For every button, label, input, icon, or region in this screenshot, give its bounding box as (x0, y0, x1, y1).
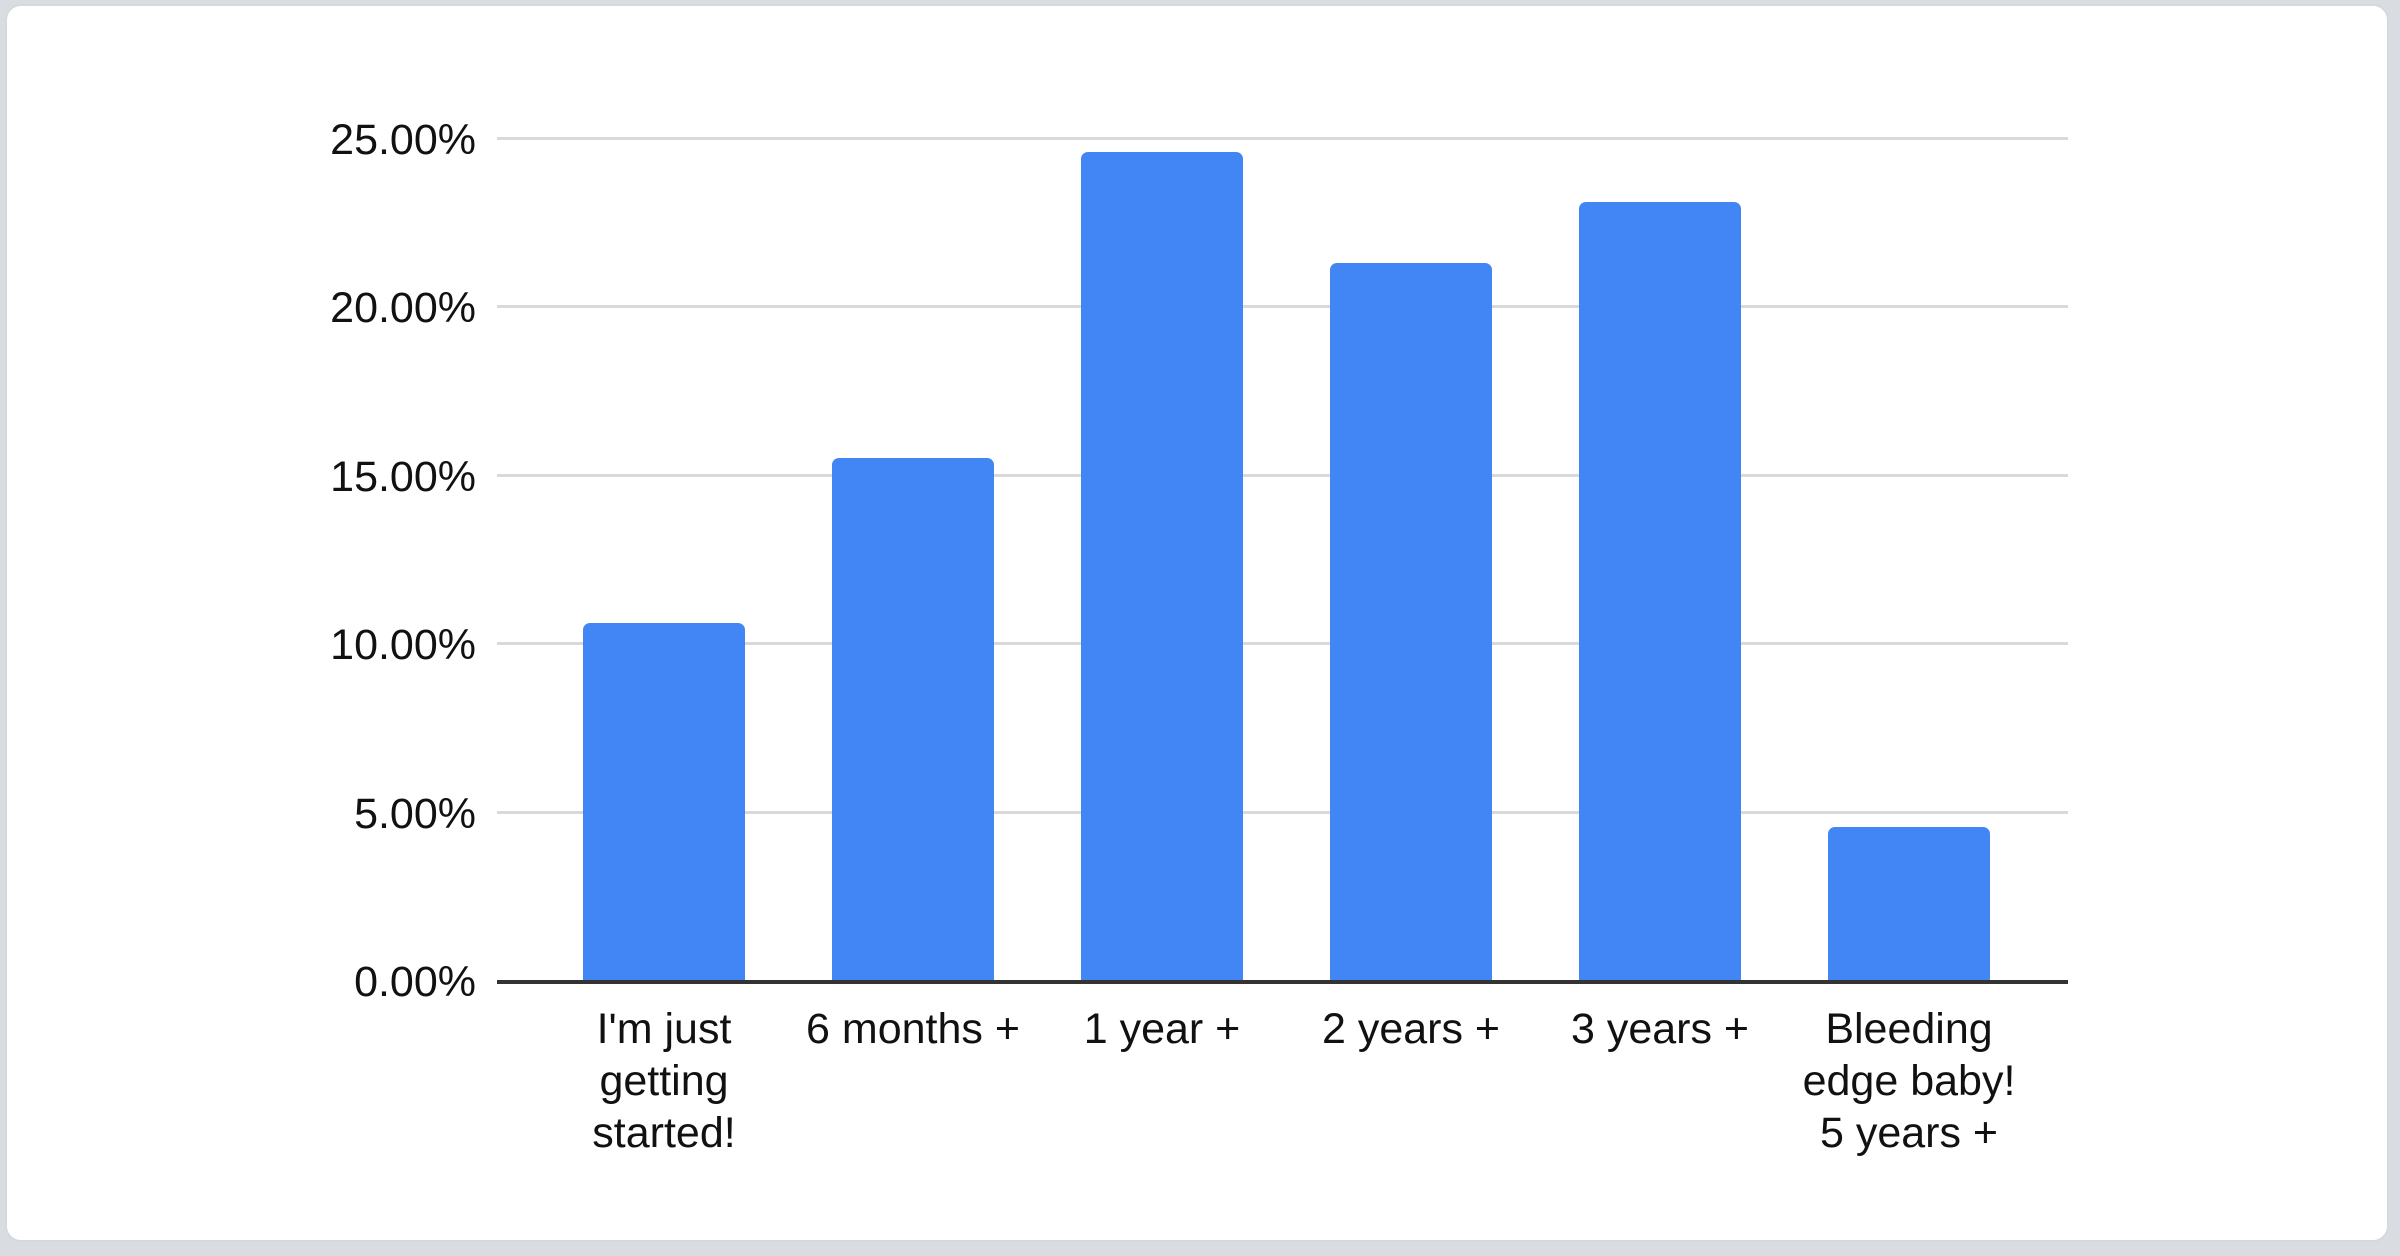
x-axis-category-label: I'm just getting started! (540, 1003, 789, 1159)
y-axis-tick-label: 10.00% (330, 621, 476, 670)
y-axis-tick-label: 5.00% (354, 789, 476, 838)
gridline (497, 810, 2068, 814)
bar-3[interactable] (1081, 152, 1243, 982)
gridline (497, 473, 2068, 477)
x-axis-label-line: Bleeding (1825, 1005, 1993, 1053)
x-axis-category-label: 3 years + (1536, 1003, 1785, 1055)
bar-6[interactable] (1828, 827, 1990, 982)
gridline (497, 305, 2068, 309)
y-axis-tick-label: 15.00% (330, 452, 476, 501)
x-axis-label-line: 3 years + (1570, 1005, 1750, 1053)
plot-area (497, 137, 2068, 984)
bar-4[interactable] (1330, 262, 1492, 982)
x-axis-label-line: edge baby! (1802, 1057, 2016, 1105)
x-axis-line (497, 980, 2068, 984)
x-axis-label-line: 5 years + (1819, 1109, 1999, 1157)
x-axis-label-line: 2 years + (1321, 1005, 1501, 1053)
x-axis-category-label: Bleeding edge baby! 5 years + (1785, 1003, 2034, 1159)
gridline (497, 642, 2068, 646)
y-axis-tick-label: 20.00% (330, 284, 476, 333)
x-axis-category-label: 1 year + (1038, 1003, 1287, 1055)
x-axis-label-line: started! (592, 1109, 736, 1157)
bar-2[interactable] (832, 457, 994, 982)
x-axis-label-line: 6 months + (806, 1005, 1020, 1053)
bar-5[interactable] (1579, 201, 1741, 982)
bar-1[interactable] (583, 622, 745, 982)
x-axis-label-line: getting (599, 1057, 729, 1105)
gridline (497, 137, 2068, 140)
x-axis-category-label: 2 years + (1287, 1003, 1536, 1055)
y-axis-tick-label: 0.00% (354, 958, 476, 1006)
x-axis-category-label: 6 months + (789, 1003, 1038, 1055)
x-axis-label-line: I'm just (596, 1005, 732, 1053)
y-axis-tick-label: 25.00% (330, 116, 476, 164)
x-axis-label-line: 1 year + (1083, 1005, 1241, 1053)
